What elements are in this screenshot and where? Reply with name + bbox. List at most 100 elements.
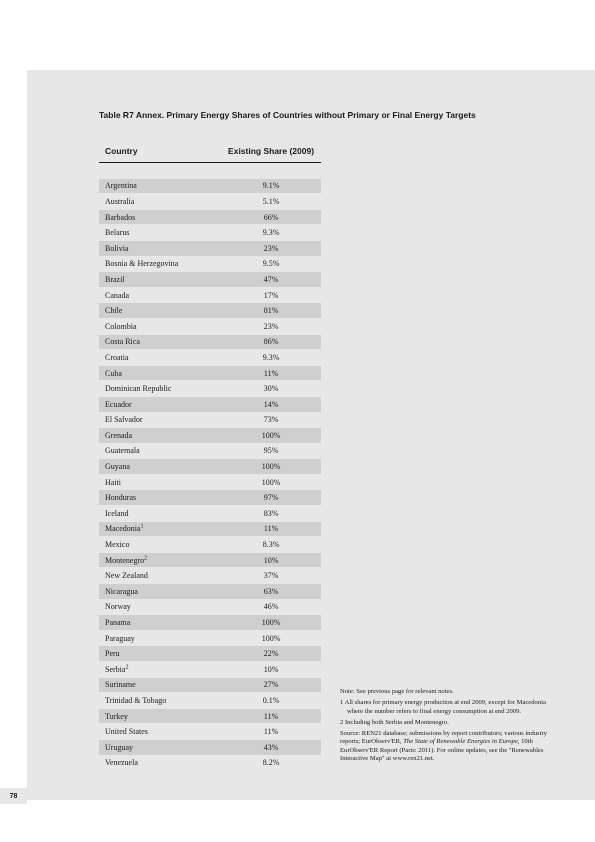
cell-country: Bolivia [99,240,221,256]
table-wrap: Country Existing Share (2009) Argentina9… [99,140,321,771]
cell-share: 5.1% [221,194,321,210]
cell-share: 43% [221,739,321,755]
cell-country: New Zealand [99,568,221,584]
table-row: Montenegro210% [99,552,321,568]
note-seeprev: Note: See previous page for relevant not… [340,688,558,696]
footnote-ref: 1 [141,524,144,530]
table-row: Suriname27% [99,677,321,693]
cell-share: 10% [221,662,321,678]
header-country: Country [99,140,221,163]
cell-share: 11% [221,724,321,740]
cell-country: Mexico [99,537,221,553]
table-row: Bosnia & Herzegovina9.5% [99,256,321,272]
table-row: Peru22% [99,646,321,662]
cell-share: 9.3% [221,225,321,241]
source-italic: The State of Renewable Energies in Europ… [403,738,518,745]
table-row: Argentina9.1% [99,178,321,194]
cell-country: Paraguay [99,630,221,646]
table-row: Barbados66% [99,209,321,225]
cell-country: Panama [99,615,221,631]
table-row: Ecuador14% [99,396,321,412]
table-row: Honduras97% [99,490,321,506]
page-number-tab: 78 [0,788,27,804]
inner-content: Table R7 Annex. Primary Energy Shares of… [27,70,595,800]
cell-share: 100% [221,428,321,444]
cell-country: Haiti [99,474,221,490]
energy-table: Country Existing Share (2009) Argentina9… [99,140,321,771]
cell-country: Montenegro2 [99,552,221,568]
header-share: Existing Share (2009) [221,140,321,163]
cell-share: 66% [221,209,321,225]
cell-country: Suriname [99,677,221,693]
cell-country: Trinidad & Tobago [99,693,221,709]
table-row: Trinidad & Tobago0.1% [99,693,321,709]
cell-share: 73% [221,412,321,428]
table-row: Chile81% [99,303,321,319]
table-row: Nicaragua63% [99,584,321,600]
table-row: Turkey11% [99,708,321,724]
cell-country: Macedonia1 [99,521,221,537]
table-row: Colombia23% [99,318,321,334]
table-row: Iceland83% [99,506,321,522]
cell-share: 95% [221,443,321,459]
table-row: Dominican Republic30% [99,381,321,397]
table-row: Guyana100% [99,459,321,475]
cell-country: Australia [99,194,221,210]
cell-share: 63% [221,584,321,600]
note-1: 1 All shares for primary energy producti… [340,699,558,715]
table-row: Grenada100% [99,428,321,444]
notes-block: Note: See previous page for relevant not… [340,688,558,766]
cell-country: Peru [99,646,221,662]
cell-share: 11% [221,521,321,537]
note-source: Source: REN21 database; submissions by r… [340,730,558,763]
cell-share: 100% [221,615,321,631]
cell-share: 11% [221,365,321,381]
table-row: Uruguay43% [99,739,321,755]
table-row: Venezuela8.2% [99,755,321,771]
cell-country: Brazil [99,272,221,288]
table-row: Belarus9.3% [99,225,321,241]
cell-country: Venezuela [99,755,221,771]
cell-share: 0.1% [221,693,321,709]
table-row: Brazil47% [99,272,321,288]
table-row: El Salvador73% [99,412,321,428]
cell-share: 100% [221,459,321,475]
cell-share: 37% [221,568,321,584]
cell-country: Argentina [99,178,221,194]
cell-country: United States [99,724,221,740]
cell-country: Serbia2 [99,662,221,678]
cell-share: 8.3% [221,537,321,553]
table-row: Mexico8.3% [99,537,321,553]
cell-country: Belarus [99,225,221,241]
page-number: 78 [10,793,18,800]
table-row: Bolivia23% [99,240,321,256]
footnote-ref: 2 [125,664,128,670]
table-row: New Zealand37% [99,568,321,584]
table-row: Croatia9.3% [99,350,321,366]
cell-share: 10% [221,552,321,568]
cell-share: 23% [221,240,321,256]
cell-share: 46% [221,599,321,615]
table-row: United States11% [99,724,321,740]
table-row: Macedonia111% [99,521,321,537]
footnote-ref: 2 [144,555,147,561]
cell-country: Cuba [99,365,221,381]
table-row: Costa Rica86% [99,334,321,350]
cell-share: 11% [221,708,321,724]
cell-country: El Salvador [99,412,221,428]
cell-country: Croatia [99,350,221,366]
cell-share: 14% [221,396,321,412]
table-row: Australia5.1% [99,194,321,210]
cell-country: Barbados [99,209,221,225]
cell-share: 23% [221,318,321,334]
cell-share: 22% [221,646,321,662]
cell-country: Guatemala [99,443,221,459]
cell-country: Costa Rica [99,334,221,350]
cell-country: Dominican Republic [99,381,221,397]
cell-share: 27% [221,677,321,693]
table-body: Argentina9.1%Australia5.1%Barbados66%Bel… [99,163,321,771]
cell-share: 83% [221,506,321,522]
cell-country: Chile [99,303,221,319]
cell-share: 81% [221,303,321,319]
cell-share: 8.2% [221,755,321,771]
